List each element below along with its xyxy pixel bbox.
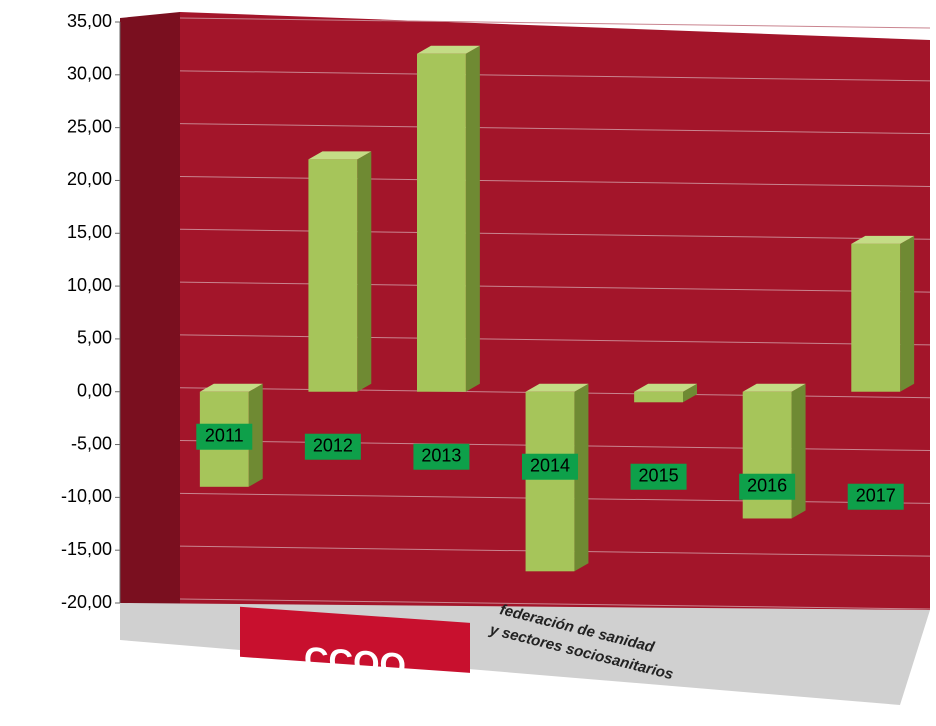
bar-top bbox=[525, 383, 589, 392]
grid-line bbox=[179, 17, 931, 29]
x-tick-label: 2016 bbox=[747, 475, 787, 495]
y-tick-label: -15,00 bbox=[61, 539, 112, 559]
bar bbox=[634, 391, 683, 403]
y-tick-label: 35,00 bbox=[67, 11, 112, 31]
y-tick-label: 30,00 bbox=[67, 64, 112, 84]
x-tick-label: 2011 bbox=[205, 425, 244, 445]
bar-side bbox=[683, 383, 697, 403]
category-label-bg bbox=[522, 453, 578, 480]
bar-side bbox=[574, 383, 589, 572]
grid-line bbox=[179, 598, 931, 610]
y-tick-label: -20,00 bbox=[61, 592, 112, 612]
bar-top bbox=[308, 151, 372, 160]
grid-line bbox=[179, 70, 931, 82]
bar-side bbox=[900, 235, 915, 392]
category-label-bg bbox=[413, 443, 470, 470]
category-label-bg bbox=[739, 473, 796, 500]
bar-side bbox=[248, 383, 263, 487]
bar-side bbox=[465, 45, 480, 392]
bar bbox=[417, 53, 466, 392]
category-label-bg bbox=[630, 463, 687, 490]
y-tick-label: 5,00 bbox=[77, 328, 112, 348]
y-tick-label: -5,00 bbox=[71, 433, 112, 453]
grid-line bbox=[179, 281, 931, 293]
category-label-bg bbox=[847, 483, 904, 510]
grid-line bbox=[179, 123, 931, 135]
y-tick-label: -10,00 bbox=[61, 486, 112, 506]
bar-side bbox=[357, 151, 372, 392]
bar bbox=[525, 391, 575, 572]
y-tick-label: 20,00 bbox=[67, 169, 112, 189]
category-label-bg bbox=[196, 423, 253, 450]
y-tick-label: 15,00 bbox=[67, 222, 112, 242]
y-tick-label: 0,00 bbox=[77, 380, 112, 400]
grid-line bbox=[179, 175, 931, 187]
x-tick-label: 2014 bbox=[530, 455, 570, 475]
grid-line bbox=[179, 334, 931, 346]
bar-top bbox=[199, 383, 263, 392]
bar-top bbox=[742, 383, 806, 392]
bar-top bbox=[634, 383, 697, 392]
grid-line bbox=[179, 228, 931, 240]
y-tick-label: 25,00 bbox=[67, 116, 112, 136]
x-tick-label: 2015 bbox=[639, 465, 679, 485]
x-tick-label: 2012 bbox=[313, 435, 353, 455]
logo-box bbox=[240, 606, 470, 673]
bar-top bbox=[417, 45, 480, 54]
bar bbox=[308, 159, 358, 392]
category-label-bg bbox=[304, 433, 361, 460]
x-tick-label: 2013 bbox=[421, 445, 461, 465]
side-wall bbox=[120, 12, 180, 605]
bar-top bbox=[851, 235, 915, 244]
x-tick-label: 2017 bbox=[856, 485, 896, 505]
bar bbox=[851, 243, 901, 392]
y-tick-label: 10,00 bbox=[67, 275, 112, 295]
logo-name: CCOO bbox=[304, 640, 406, 685]
